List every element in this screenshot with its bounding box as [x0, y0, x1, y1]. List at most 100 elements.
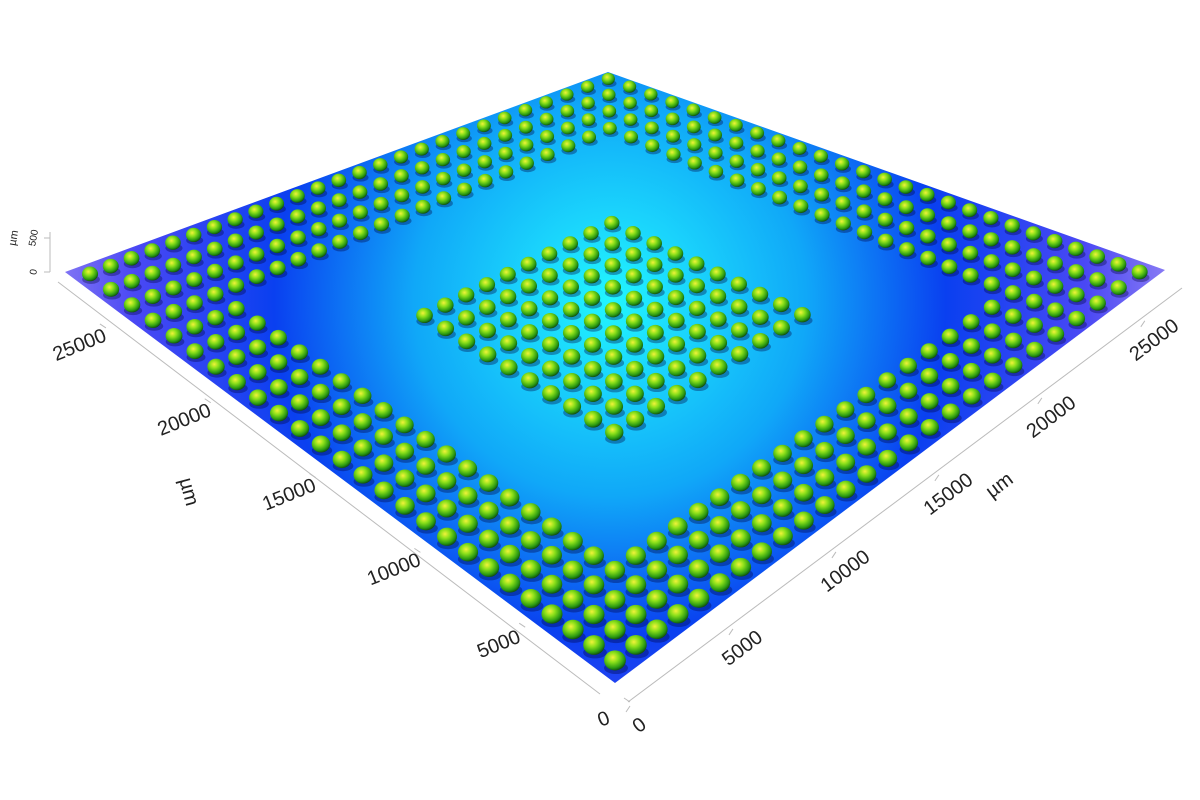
solder-ball [498, 165, 514, 179]
solder-ball [667, 517, 688, 536]
solder-ball [310, 181, 326, 195]
solder-ball [771, 134, 786, 148]
solder-ball [560, 104, 575, 118]
solder-ball [856, 164, 871, 179]
solder-ball [983, 299, 1001, 315]
z-tick-label: 500 [27, 228, 41, 247]
solder-ball [941, 259, 958, 275]
solder-ball [687, 156, 702, 170]
solder-ball [165, 280, 182, 296]
solder-ball [604, 590, 626, 610]
solder-ball [248, 315, 266, 331]
solder-ball [708, 146, 723, 160]
solder-ball [499, 544, 521, 564]
solder-ball [520, 256, 537, 272]
solder-ball [856, 225, 873, 240]
solder-ball [1089, 249, 1106, 264]
solder-ball [604, 348, 623, 365]
solder-ball [878, 449, 898, 468]
x-tick [831, 551, 837, 559]
solder-ball [625, 634, 647, 655]
solder-ball [521, 372, 539, 389]
solder-ball [815, 468, 835, 487]
solder-ball [856, 204, 872, 219]
solder-ball [604, 215, 620, 230]
solder-ball [983, 372, 1002, 389]
solder-ball [1131, 264, 1148, 280]
solder-ball [983, 276, 1000, 292]
solder-ball [709, 334, 728, 351]
solder-ball [290, 344, 309, 361]
solder-ball [311, 243, 327, 258]
solder-ball [773, 320, 790, 336]
solder-ball [478, 558, 500, 578]
solder-ball [541, 246, 558, 261]
solder-ball [437, 320, 455, 337]
solder-ball [562, 531, 583, 551]
solder-ball [941, 377, 960, 395]
solder-ball [352, 205, 368, 220]
solder-ball [646, 324, 664, 341]
solder-ball [772, 190, 788, 205]
solder-ball [625, 546, 646, 565]
solder-ball [206, 220, 223, 235]
solder-ball [836, 427, 855, 445]
solder-ball [248, 204, 264, 219]
solder-ball [814, 187, 830, 202]
solder-ball [542, 336, 560, 353]
solder-ball [1068, 264, 1085, 279]
solder-ball [416, 307, 433, 324]
solder-ball [898, 200, 914, 215]
solder-ball [479, 501, 499, 520]
solder-ball [1004, 240, 1021, 255]
solder-ball [983, 347, 1002, 364]
solder-ball [395, 469, 415, 488]
solder-ball [815, 496, 835, 515]
solder-ball [144, 312, 162, 328]
solder-ball [583, 247, 600, 262]
solder-ball [940, 195, 956, 210]
solder-ball [709, 573, 731, 593]
solder-ball [920, 250, 937, 266]
x-tick [625, 705, 631, 713]
solder-ball [709, 266, 726, 282]
solder-ball [730, 529, 751, 548]
solder-ball [228, 324, 246, 341]
solder-ball [752, 486, 772, 505]
solder-ball [919, 187, 935, 202]
solder-ball [625, 575, 647, 595]
solder-ball [730, 557, 752, 577]
solder-ball [941, 403, 960, 421]
solder-ball [478, 299, 496, 315]
solder-ball [687, 138, 702, 152]
solder-ball [540, 147, 555, 162]
solder-ball [962, 267, 979, 283]
solder-ball [1025, 270, 1043, 286]
solder-ball [269, 260, 286, 276]
solder-ball [646, 560, 668, 580]
solder-ball [899, 382, 918, 400]
solder-ball [941, 328, 959, 345]
solder-ball [792, 160, 808, 174]
solder-ball [416, 430, 435, 448]
solder-ball [331, 213, 348, 228]
solder-ball [857, 438, 876, 456]
solder-ball [1004, 218, 1020, 233]
solder-ball [604, 302, 622, 318]
solder-ball [625, 290, 643, 306]
solder-ball [437, 297, 454, 313]
solder-ball [1110, 256, 1127, 272]
solder-ball [500, 335, 518, 351]
solder-ball [456, 127, 471, 140]
solder-ball [730, 276, 747, 292]
solder-ball [626, 360, 644, 377]
solder-ball [373, 177, 389, 191]
solder-ball [962, 203, 978, 218]
solder-ball [836, 401, 855, 418]
solder-ball [580, 80, 595, 93]
solder-ball [541, 290, 559, 306]
solder-ball [707, 111, 722, 124]
solder-ball [920, 367, 939, 384]
solder-ball [646, 257, 663, 273]
solder-ball [898, 220, 915, 236]
